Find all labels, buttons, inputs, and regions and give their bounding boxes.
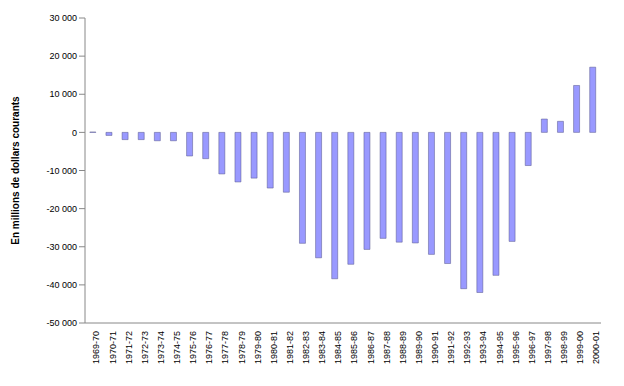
svg-text:1983-84: 1983-84 xyxy=(317,331,327,364)
svg-text:1988-89: 1988-89 xyxy=(398,331,408,364)
svg-text:0: 0 xyxy=(72,128,77,138)
svg-text:1998-99: 1998-99 xyxy=(559,331,569,364)
svg-text:1977-78: 1977-78 xyxy=(220,331,230,364)
svg-text:1999-00: 1999-00 xyxy=(575,331,585,364)
svg-text:30 000: 30 000 xyxy=(49,13,77,23)
svg-text:1974-75: 1974-75 xyxy=(172,331,182,364)
svg-text:1969-70: 1969-70 xyxy=(91,331,101,364)
svg-text:1970-71: 1970-71 xyxy=(108,331,118,364)
svg-text:10 000: 10 000 xyxy=(49,89,77,99)
svg-text:1994-95: 1994-95 xyxy=(495,331,505,364)
svg-text:1979-80: 1979-80 xyxy=(253,331,263,364)
svg-text:1973-74: 1973-74 xyxy=(156,331,166,364)
svg-text:1993-94: 1993-94 xyxy=(478,331,488,364)
svg-text:1981-82: 1981-82 xyxy=(285,331,295,364)
svg-text:1986-87: 1986-87 xyxy=(366,331,376,364)
svg-text:1991-92: 1991-92 xyxy=(446,331,456,364)
svg-text:1972-73: 1972-73 xyxy=(140,331,150,364)
svg-text:1982-83: 1982-83 xyxy=(301,331,311,364)
svg-text:1975-76: 1975-76 xyxy=(188,331,198,364)
svg-text:20 000: 20 000 xyxy=(49,51,77,61)
svg-text:2000-01: 2000-01 xyxy=(591,331,601,364)
svg-text:En millions de dollars courant: En millions de dollars courants xyxy=(10,96,21,245)
svg-text:1976-77: 1976-77 xyxy=(204,331,214,364)
svg-text:-20 000: -20 000 xyxy=(46,204,77,214)
svg-text:1990-91: 1990-91 xyxy=(430,331,440,364)
svg-text:1989-90: 1989-90 xyxy=(414,331,424,364)
svg-text:-10 000: -10 000 xyxy=(46,166,77,176)
svg-text:-40 000: -40 000 xyxy=(46,280,77,290)
svg-text:-30 000: -30 000 xyxy=(46,242,77,252)
svg-text:1984-85: 1984-85 xyxy=(333,331,343,364)
svg-text:1971-72: 1971-72 xyxy=(124,331,134,364)
svg-text:1987-88: 1987-88 xyxy=(382,331,392,364)
svg-text:1996-97: 1996-97 xyxy=(527,331,537,364)
svg-text:1985-86: 1985-86 xyxy=(349,331,359,364)
svg-text:1997-98: 1997-98 xyxy=(543,331,553,364)
svg-text:1995-96: 1995-96 xyxy=(511,331,521,364)
svg-text:-50 000: -50 000 xyxy=(46,318,77,328)
svg-text:1980-81: 1980-81 xyxy=(269,331,279,364)
svg-text:1992-93: 1992-93 xyxy=(462,331,472,364)
svg-text:1978-79: 1978-79 xyxy=(237,331,247,364)
